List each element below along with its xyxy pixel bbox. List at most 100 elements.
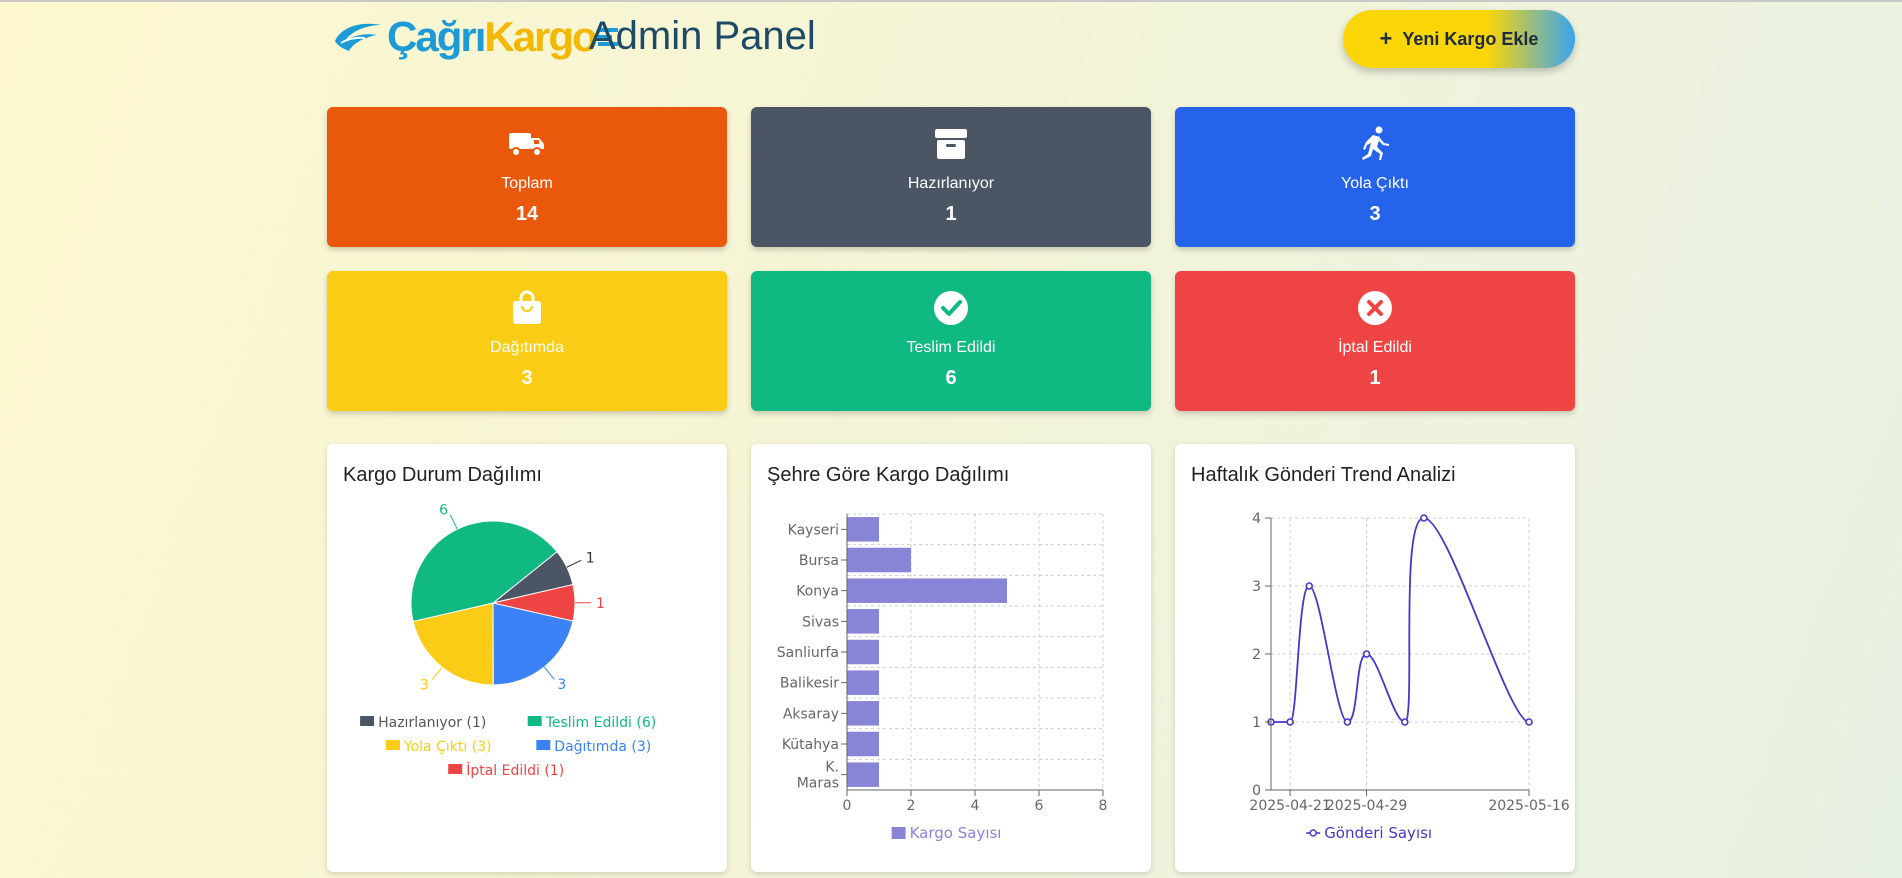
- y-tick-label: Bursa: [799, 553, 839, 569]
- pie-data-label: 1: [586, 551, 595, 567]
- y-tick-label: 0: [1252, 783, 1261, 799]
- trend-chart-panel: Haftalık Gönderi Trend Analizi 0 1 2 3 4 2025…: [1175, 444, 1575, 872]
- y-tick-label: 2: [1252, 647, 1261, 663]
- legend-item-label: İptal Edildi (1): [466, 761, 564, 779]
- y-tick-label: Kayseri: [788, 522, 839, 538]
- y-tick-label: K.: [825, 760, 839, 776]
- stat-card-total: Toplam 14: [327, 107, 727, 247]
- y-tick-label: Sanliurfa: [777, 645, 839, 661]
- archive-box-icon: [932, 125, 970, 163]
- y-tick-label: Aksaray: [783, 706, 839, 722]
- y-tick-label: 1: [1252, 715, 1261, 731]
- truck-icon: [508, 125, 546, 163]
- stat-label: Yola Çıktı: [1341, 175, 1409, 192]
- dashboard: Çağrı Kargo Admin Panel + Yeni Kargo Ekle…: [327, 2, 1575, 878]
- stat-value: 3: [1369, 203, 1381, 225]
- stat-card-cancelled: İptal Edildi 1: [1175, 271, 1575, 411]
- pie-leader-line: [543, 666, 555, 680]
- x-tick-label: 0: [843, 798, 852, 814]
- add-cargo-button-label: Yeni Kargo Ekle: [1402, 28, 1539, 49]
- check-circle-icon: [932, 289, 970, 327]
- y-tick-label: Kütahya: [782, 737, 839, 753]
- y-tick-label: 3: [1252, 579, 1261, 595]
- page-title: Admin Panel: [589, 14, 816, 58]
- status-pie-chart: 1 1 3 3 6 Hazırlanıyor (1) Teslim Edildi (6) Y…: [360, 502, 657, 779]
- legend-item-label: Hazırlanıyor (1): [378, 715, 486, 731]
- stat-card-in-transit: Yola Çıktı 3: [1175, 107, 1575, 247]
- stat-card-distributing: Dağıtımda 3: [327, 271, 727, 411]
- trend-line: [1271, 517, 1530, 723]
- pie-leader-line: [566, 559, 582, 568]
- x-tick-label: 4: [971, 798, 980, 814]
- y-tick-label: Maras: [797, 776, 839, 792]
- stat-label: Teslim Edildi: [906, 339, 996, 356]
- logo-text-kargo: Kargo: [484, 13, 597, 60]
- pie-leader-line: [449, 514, 458, 530]
- legend-item-label: Yola Çıktı (3): [403, 739, 492, 755]
- stat-value: 6: [945, 367, 957, 389]
- bar-sivas: [847, 609, 879, 634]
- legend-item-label: Dağıtımda (3): [554, 739, 651, 755]
- trend-point: [1525, 718, 1533, 726]
- shopping-bag-icon: [508, 289, 546, 327]
- trend-point: [1343, 718, 1352, 726]
- pie-data-label: 3: [557, 677, 566, 693]
- stat-card-preparing: Hazırlanıyor 1: [751, 107, 1151, 247]
- legend-swatch: [360, 716, 375, 726]
- y-tick-label: 4: [1252, 511, 1261, 527]
- city-chart-panel: Şehre Göre Kargo Dağılımı 0 2 4 6 8 Kayseri Bu…: [751, 444, 1151, 872]
- stat-value: 3: [521, 367, 533, 389]
- logo-swoosh-icon: [335, 23, 381, 51]
- running-person-icon: [1356, 125, 1394, 163]
- legend-swatch: [448, 764, 463, 774]
- city-chart-title: Şehre Göre Kargo Dağılımı: [767, 464, 1010, 486]
- y-tick-label: Sivas: [802, 614, 839, 630]
- x-tick-label: 2025-04-29: [1326, 798, 1407, 814]
- trend-point: [1400, 718, 1409, 726]
- trend-point: [1286, 718, 1294, 726]
- legend-swatch: [385, 740, 400, 750]
- stat-label: Dağıtımda: [490, 339, 564, 356]
- bar-k-maras: [847, 762, 879, 787]
- x-circle-icon: [1356, 289, 1394, 327]
- legend-item-label: Teslim Edildi (6): [545, 715, 657, 731]
- y-tick-label: Konya: [796, 584, 839, 600]
- x-tick-label: 2: [907, 798, 916, 814]
- stat-value: 1: [1369, 367, 1381, 389]
- pie-data-label: 6: [439, 502, 448, 518]
- add-cargo-button[interactable]: + Yeni Kargo Ekle: [1343, 10, 1575, 68]
- legend-item-label: Kargo Sayısı: [910, 824, 1002, 842]
- bar-k-tahya: [847, 731, 879, 757]
- x-tick-label: 2025-05-16: [1488, 798, 1569, 814]
- status-chart-title: Kargo Durum Dağılımı: [343, 464, 542, 486]
- x-tick-label: 6: [1035, 798, 1044, 814]
- pie-slice-in-transit: [492, 602, 574, 686]
- trend-point: [1362, 650, 1371, 658]
- plus-icon: +: [1379, 26, 1393, 51]
- bar-bursa: [847, 547, 911, 573]
- stat-label: Hazırlanıyor: [907, 175, 995, 192]
- trend-point: [1305, 582, 1314, 590]
- stat-value: 1: [945, 203, 957, 225]
- logo-text-cagri: Çağrı: [387, 13, 486, 60]
- y-tick-label: Balikesir: [780, 676, 839, 692]
- bar-konya: [847, 578, 1007, 603]
- pie-slice-distributing: [412, 602, 494, 686]
- trend-point: [1420, 514, 1428, 522]
- city-bar-chart: 0 2 4 6 8 Kayseri Bursa Konya Sivas Sanliurfa Bali…: [777, 513, 1108, 842]
- stat-label: İptal Edildi: [1338, 339, 1412, 356]
- pie-data-label: 1: [596, 596, 605, 612]
- bar-kayseri: [847, 517, 879, 542]
- legend-item-label: Gönderi Sayısı: [1324, 824, 1432, 842]
- trend-chart-title: Haftalık Gönderi Trend Analizi: [1191, 464, 1456, 486]
- legend-marker: [1309, 829, 1317, 837]
- legend-swatch: [891, 827, 906, 839]
- stat-value: 14: [515, 203, 539, 225]
- bar-sanliurfa: [847, 639, 879, 665]
- stat-card-delivered: Teslim Edildi 6: [751, 271, 1151, 411]
- pie-data-label: 3: [420, 677, 429, 693]
- pie-leader-line: [431, 666, 443, 681]
- x-tick-label: 8: [1099, 798, 1108, 814]
- legend-swatch: [536, 740, 551, 750]
